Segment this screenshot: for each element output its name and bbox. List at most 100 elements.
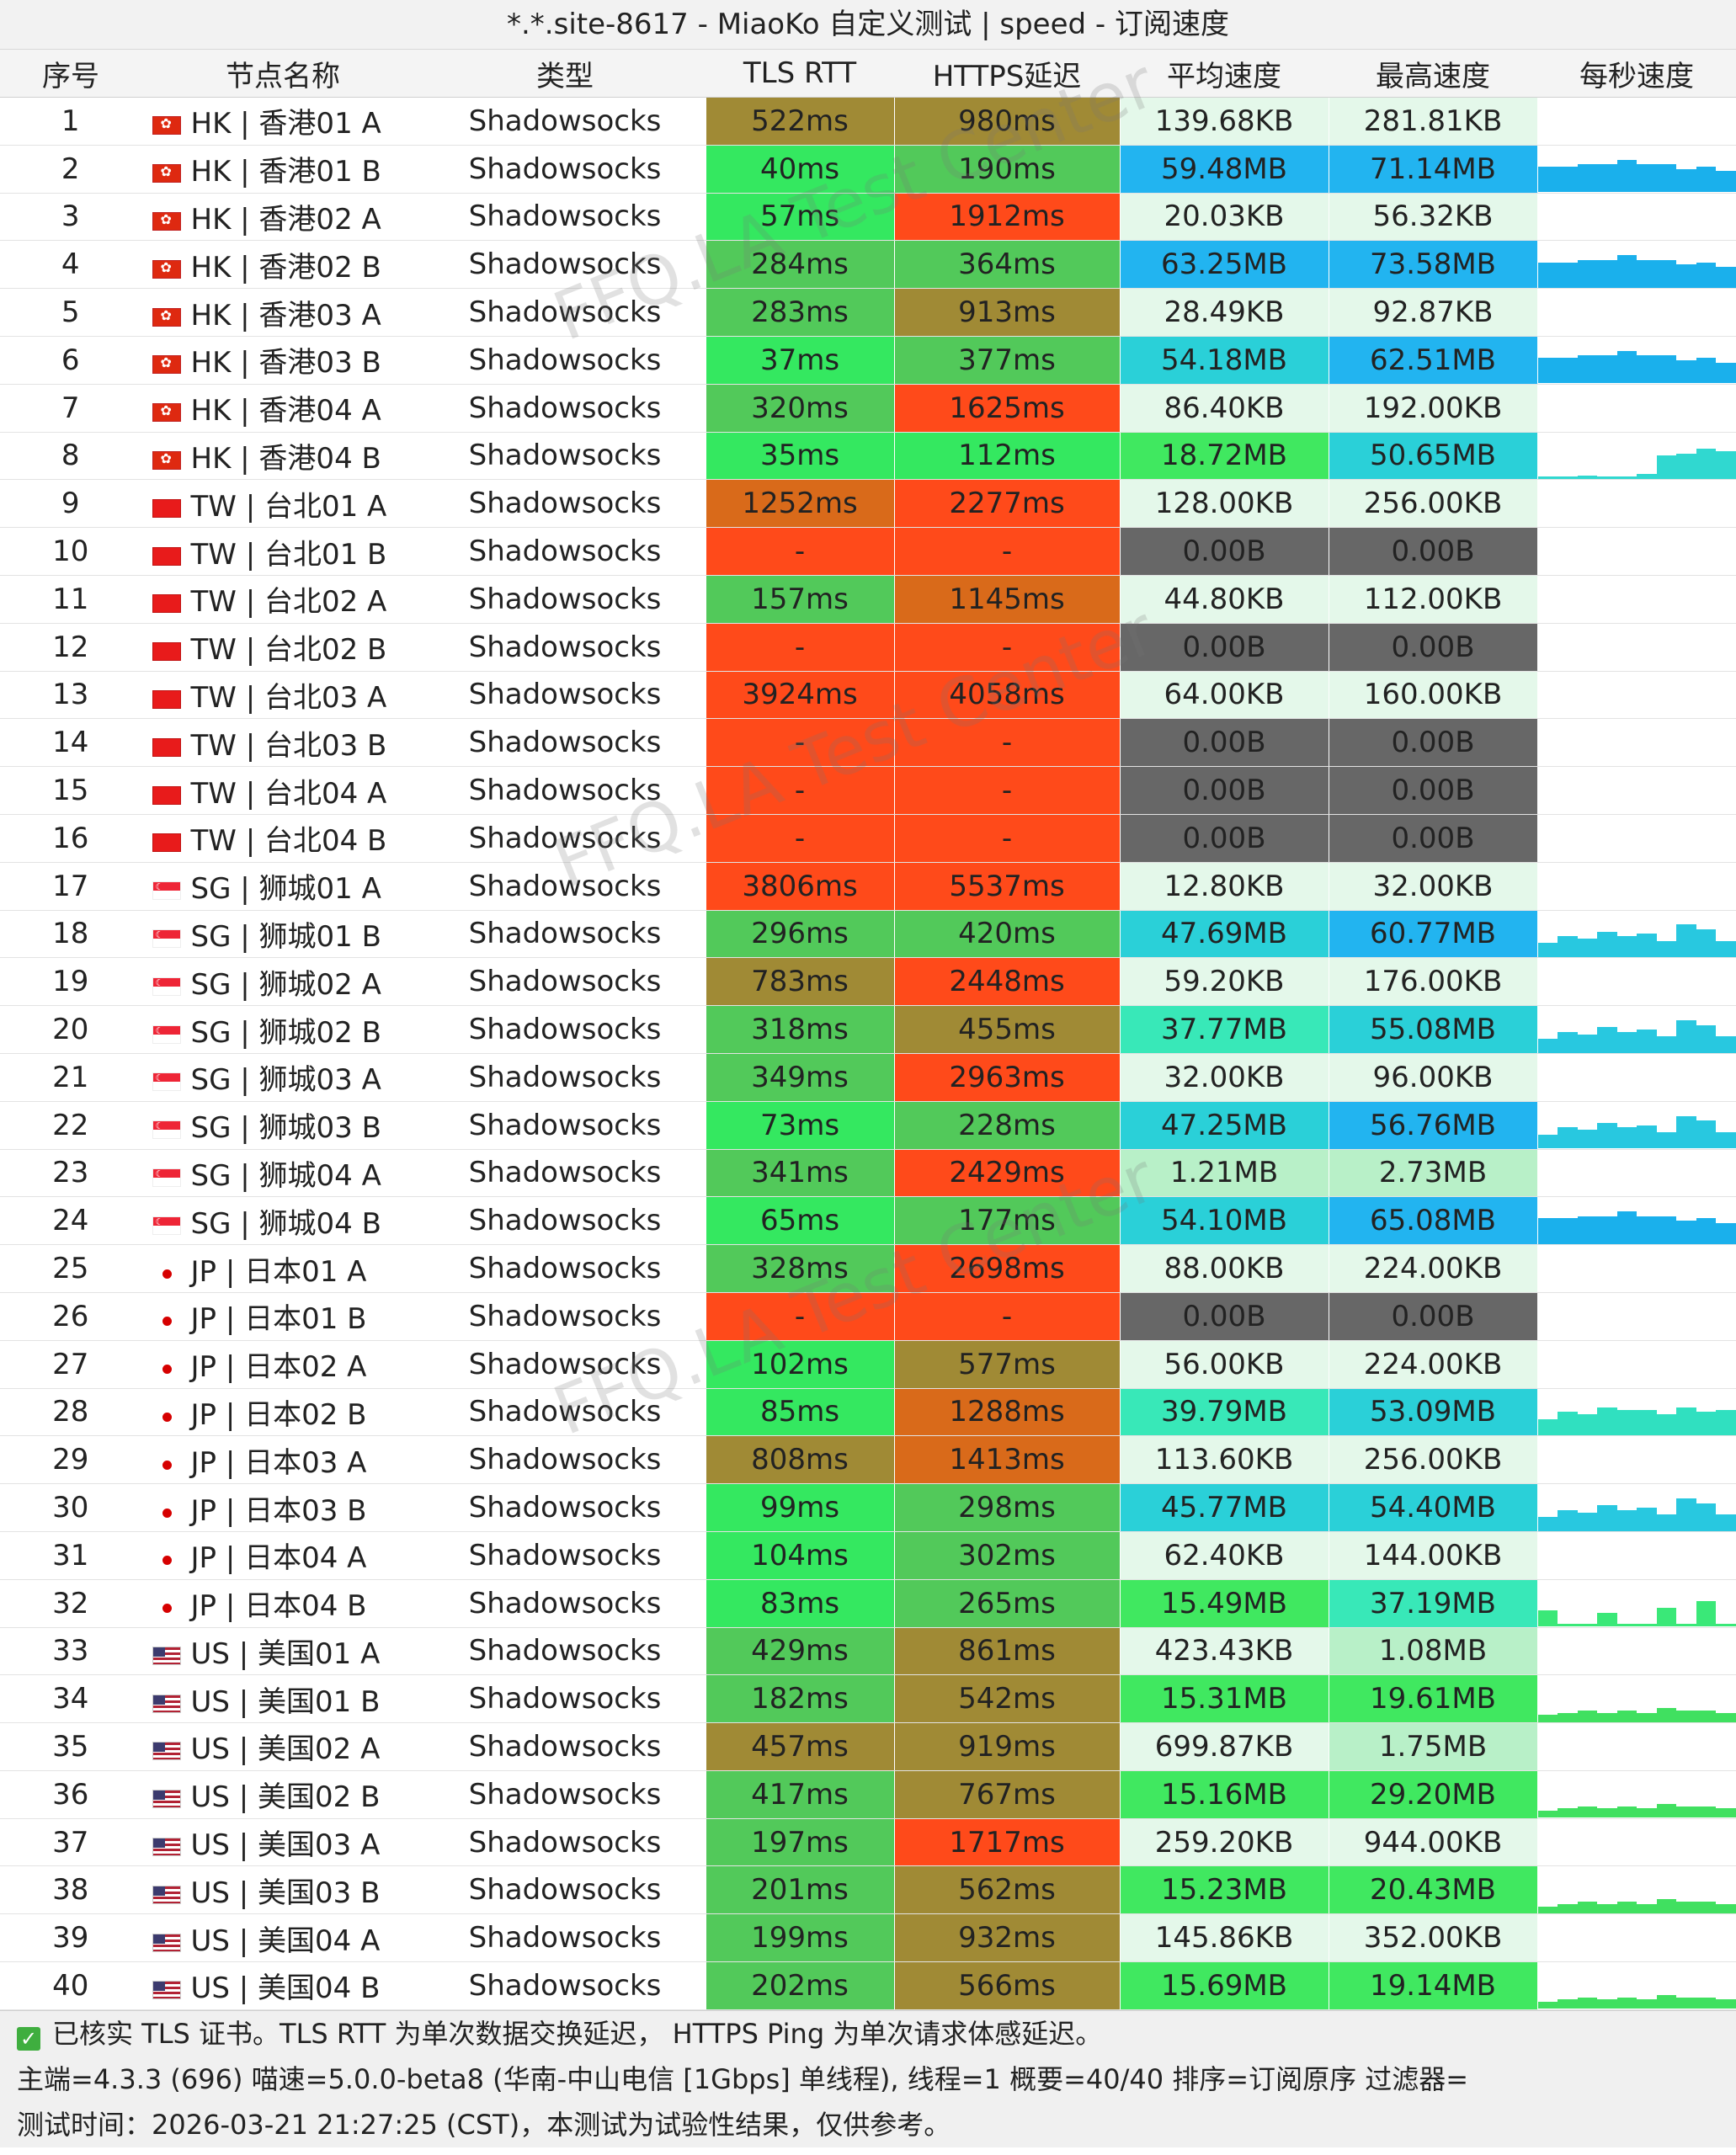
- table-row[interactable]: 1 HK | 香港01 A Shadowsocks522ms980ms139.68K…: [0, 97, 1736, 146]
- table-row[interactable]: 26 JP | 日本01 B Shadowsocks - -0.00B 0.00B: [0, 1292, 1736, 1341]
- table-row[interactable]: 38 US | 美国03 B Shadowsocks 201ms 562ms 15.23M…: [0, 1865, 1736, 1915]
- max-speed: 32.00KB: [1329, 862, 1538, 911]
- table-row[interactable]: 27 JP | 日本02 A Shadowsocks 102ms 577ms 56.00K…: [0, 1340, 1736, 1389]
- sparkline-bar: [1558, 1127, 1578, 1149]
- table-row[interactable]: 5 HK | 香港03 A Shadowsocks283ms913ms28.49KB…: [0, 288, 1736, 337]
- sparkline-bar: [1537, 262, 1558, 288]
- table-row[interactable]: 11 TW | 台北02 A Shadowsocks 157ms 1145ms 44.80…: [0, 575, 1736, 624]
- node-name: JP | 日本02 B: [141, 1388, 425, 1437]
- col-index[interactable]: 序号: [0, 50, 141, 98]
- sparkline-bar: [1656, 455, 1676, 479]
- sparkline-bar: [1716, 171, 1735, 193]
- row-index: 2: [0, 145, 142, 194]
- https-latency: 265ms: [894, 1579, 1121, 1628]
- node-name: HK | 香港02 A: [141, 193, 425, 242]
- table-row[interactable]: 18 SG | 狮城01 B Shadowsocks296ms420ms47.69M…: [0, 910, 1736, 959]
- table-row[interactable]: 36 US | 美国02 B Shadowsocks 417ms 767ms 15.16M…: [0, 1770, 1736, 1819]
- tls-rtt: 284ms: [706, 240, 895, 290]
- col-tls-rtt[interactable]: TLS RTT: [706, 50, 894, 98]
- table-row[interactable]: 10 TW | 台北01 B Shadowsocks - -0.00B 0.00B: [0, 527, 1736, 576]
- table-row[interactable]: 4 HK | 香港02 B Shadowsocks284ms364ms63.25MB…: [0, 240, 1736, 290]
- table-row[interactable]: 17 SG | 狮城01 A Shadowsocks3806ms5537ms12.8…: [0, 862, 1736, 911]
- avg-speed: 32.00KB: [1120, 1053, 1329, 1102]
- table-row[interactable]: 29 JP | 日本03 A Shadowsocks 808ms 1413ms 113.6…: [0, 1435, 1736, 1485]
- table-row[interactable]: 22 SG | 狮城03 B Shadowsocks73ms228ms47.25MB…: [0, 1101, 1736, 1150]
- node-label: SG | 狮城03 A: [190, 1063, 381, 1098]
- col-max-speed[interactable]: 最高速度: [1329, 50, 1537, 98]
- jp-flag-icon: [152, 1503, 181, 1522]
- node-name: JP | 日本03 B: [141, 1483, 425, 1532]
- table-row[interactable]: 39 US | 美国04 A Shadowsocks 199ms 932ms 145.86…: [0, 1913, 1736, 1963]
- row-index: 21: [0, 1053, 142, 1102]
- avg-speed: 56.00KB: [1120, 1340, 1329, 1389]
- table-row[interactable]: 7 HK | 香港04 A Shadowsocks320ms1625ms86.40K…: [0, 384, 1736, 433]
- https-latency: 2963ms: [894, 1053, 1121, 1102]
- table-row[interactable]: 12 TW | 台北02 B Shadowsocks - -0.00B 0.00B: [0, 623, 1736, 672]
- sparkline-bar: [1616, 1211, 1637, 1244]
- protocol-type: Shadowsocks: [424, 623, 706, 672]
- avg-speed: 0.00B: [1120, 623, 1329, 672]
- col-https-latency[interactable]: HTTPS延迟: [894, 50, 1120, 98]
- node-name: US | 美国03 A: [141, 1818, 425, 1867]
- hk-flag-icon: [152, 259, 181, 279]
- node-label: US | 美国01 A: [190, 1636, 381, 1671]
- col-type[interactable]: 类型: [424, 50, 706, 98]
- table-row[interactable]: 37 US | 美国03 A Shadowsocks 197ms 1717ms 259.2…: [0, 1818, 1736, 1867]
- node-name: SG | 狮城03 A: [141, 1053, 425, 1102]
- table-row[interactable]: 15 TW | 台北04 A Shadowsocks - -0.00B 0.00B: [0, 766, 1736, 815]
- protocol-type: Shadowsocks: [424, 718, 706, 768]
- max-speed: 0.00B: [1329, 1292, 1538, 1341]
- table-row[interactable]: 13 TW | 台北03 A Shadowsocks 3924ms 4058ms 64.0…: [0, 671, 1736, 720]
- sparkline-bar: [1637, 1624, 1657, 1627]
- node-label: JP | 日本02 B: [190, 1397, 367, 1432]
- table-row[interactable]: 34 US | 美国01 B Shadowsocks 182ms 542ms 15.31M…: [0, 1674, 1736, 1724]
- table-row[interactable]: 2 HK | 香港01 B Shadowsocks40ms190ms59.48MB7…: [0, 145, 1736, 194]
- sg-flag-icon: [152, 1072, 181, 1092]
- table-row[interactable]: 8 HK | 香港04 B Shadowsocks35ms112ms18.72MB5…: [0, 432, 1736, 481]
- table-row[interactable]: 24 SG | 狮城04 B Shadowsocks65ms177ms54.10MB…: [0, 1196, 1736, 1246]
- sparkline-bar: [1537, 166, 1558, 193]
- col-per-second-speed[interactable]: 每秒速度: [1537, 50, 1736, 98]
- table-row[interactable]: 23 SG | 狮城04 A Shadowsocks341ms2429ms1.21M…: [0, 1149, 1736, 1198]
- table-row[interactable]: 28 JP | 日本02 B Shadowsocks 85ms 1288ms 39.79M…: [0, 1388, 1736, 1437]
- sparkline-bar: [1597, 355, 1617, 384]
- sparkline-bar: [1558, 1712, 1578, 1722]
- node-name: SG | 狮城02 A: [141, 957, 425, 1007]
- table-row[interactable]: 31 JP | 日本04 A Shadowsocks 104ms 302ms 62.40K…: [0, 1531, 1736, 1580]
- table-row[interactable]: 33 US | 美国01 A Shadowsocks 429ms 861ms 423.43…: [0, 1627, 1736, 1676]
- table-row[interactable]: 20 SG | 狮城02 B Shadowsocks318ms455ms37.77M…: [0, 1005, 1736, 1054]
- col-avg-speed[interactable]: 平均速度: [1120, 50, 1329, 98]
- window-title: *.*.site-8617 - MiaoKo 自定义测试 | speed - 订…: [0, 0, 1736, 50]
- table-row[interactable]: 14 TW | 台北03 B Shadowsocks - -0.00B 0.00B: [0, 718, 1736, 768]
- table-row[interactable]: 25 JP | 日本01 A Shadowsocks 328ms 2698ms 88.00…: [0, 1244, 1736, 1293]
- node-label: TW | 台北04 A: [190, 776, 387, 811]
- tls-note: ✓ 已核实 TLS 证书。TLS RTT 为单次数据交换延迟， HTTPS Pin…: [0, 2011, 1736, 2057]
- max-speed: 96.00KB: [1329, 1053, 1538, 1102]
- sparkline-bar: [1696, 449, 1716, 479]
- row-index: 10: [0, 527, 142, 576]
- row-index: 8: [0, 432, 142, 481]
- node-label: JP | 日本04 A: [190, 1541, 367, 1576]
- protocol-type: Shadowsocks: [424, 1435, 706, 1485]
- table-row[interactable]: 30 JP | 日本03 B Shadowsocks 99ms 298ms 45.77MB…: [0, 1483, 1736, 1532]
- table-row[interactable]: 19 SG | 狮城02 A Shadowsocks783ms2448ms59.20…: [0, 957, 1736, 1007]
- row-index: 9: [0, 479, 142, 529]
- table-row[interactable]: 3 HK | 香港02 A Shadowsocks57ms1912ms20.03KB…: [0, 193, 1736, 242]
- sparkline-bar: [1597, 1999, 1617, 2009]
- table-row[interactable]: 32 JP | 日本04 B Shadowsocks 83ms 265ms 15.49MB…: [0, 1579, 1736, 1628]
- max-speed: 944.00KB: [1329, 1818, 1538, 1867]
- tw-flag-icon: [152, 785, 181, 805]
- table-row[interactable]: 40 US | 美国04 B Shadowsocks 202ms 566ms 15.69M…: [0, 1961, 1736, 2010]
- node-name: TW | 台北02 A: [141, 575, 425, 624]
- col-node-name[interactable]: 节点名称: [141, 50, 424, 98]
- table-row[interactable]: 6 HK | 香港03 B Shadowsocks37ms377ms54.18MB6…: [0, 336, 1736, 385]
- table-row[interactable]: 9 TW | 台北01 A Shadowsocks 1252ms 2277ms 128.0…: [0, 479, 1736, 529]
- sparkline-bar: [1577, 1130, 1597, 1149]
- tw-flag-icon: [152, 498, 181, 518]
- table-row[interactable]: 16 TW | 台北04 B Shadowsocks - -0.00B 0.00B: [0, 814, 1736, 863]
- table-row[interactable]: 35 US | 美国02 A Shadowsocks 457ms 919ms 699.87…: [0, 1722, 1736, 1771]
- node-label: SG | 狮城04 B: [190, 1206, 381, 1241]
- protocol-type: Shadowsocks: [424, 1340, 706, 1389]
- table-row[interactable]: 21 SG | 狮城03 A Shadowsocks349ms2963ms32.00…: [0, 1053, 1736, 1102]
- sg-flag-icon: [152, 1168, 181, 1187]
